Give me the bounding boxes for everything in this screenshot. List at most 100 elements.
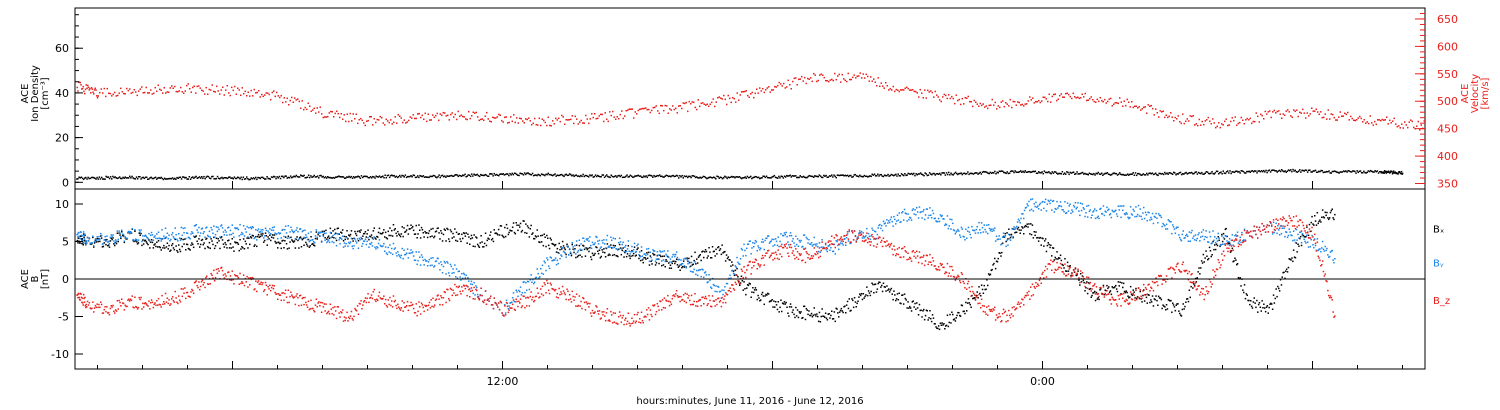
- b-point: [1171, 232, 1173, 235]
- b-point: [1303, 235, 1305, 238]
- b-point: [837, 312, 839, 314]
- velocity-point: [837, 75, 839, 77]
- b-point: [735, 266, 737, 268]
- density-point: [905, 174, 907, 177]
- b-point: [1022, 213, 1024, 215]
- b-point: [793, 242, 795, 244]
- b-point: [1297, 233, 1299, 236]
- density-point: [213, 178, 215, 180]
- density-point: [829, 175, 832, 177]
- b-point: [282, 228, 284, 231]
- density-point: [729, 176, 732, 178]
- velocity-point: [597, 117, 599, 120]
- velocity-point: [255, 92, 257, 94]
- b-point: [500, 225, 503, 227]
- velocity-point: [214, 91, 216, 93]
- b-point: [1139, 290, 1141, 293]
- velocity-point: [1011, 106, 1013, 109]
- b-point: [204, 247, 206, 250]
- velocity-point: [1050, 101, 1052, 103]
- velocity-point: [162, 92, 164, 94]
- velocity-point: [405, 122, 407, 124]
- density-point: [671, 175, 673, 177]
- b-point: [890, 287, 893, 290]
- density-point: [193, 177, 195, 179]
- density-point: [305, 176, 308, 179]
- b-point: [600, 246, 602, 248]
- b-point: [867, 232, 870, 235]
- b-point: [412, 251, 414, 253]
- b-point: [104, 239, 106, 241]
- b-point: [1037, 240, 1040, 242]
- density-point: [93, 176, 95, 179]
- density-point: [1267, 170, 1269, 172]
- density-point: [1399, 171, 1401, 174]
- density-point: [744, 176, 746, 178]
- b-point: [1195, 281, 1198, 283]
- density-point: [604, 175, 607, 177]
- density-point: [907, 172, 909, 175]
- density-point: [219, 178, 221, 180]
- b-point: [242, 225, 245, 227]
- velocity-point: [1270, 116, 1272, 119]
- b-point: [426, 265, 429, 267]
- b-point: [345, 242, 347, 245]
- velocity-point: [648, 108, 650, 111]
- b-point: [864, 295, 866, 298]
- velocity-point: [934, 90, 936, 93]
- b-point: [690, 261, 693, 264]
- b-point: [1235, 233, 1237, 236]
- velocity-point: [975, 101, 977, 103]
- b-point: [1009, 239, 1012, 241]
- b-point: [330, 232, 332, 234]
- velocity-point: [1147, 104, 1149, 106]
- density-point: [1017, 171, 1020, 173]
- b-point: [611, 247, 613, 249]
- density-point: [1165, 173, 1167, 175]
- velocity-point: [759, 87, 761, 89]
- b-point: [1068, 265, 1070, 268]
- density-point: [1321, 170, 1323, 172]
- velocity-point: [243, 93, 245, 95]
- b-point: [1065, 212, 1068, 214]
- b-point: [270, 236, 273, 238]
- b-point: [747, 284, 750, 287]
- b-point: [552, 259, 554, 262]
- b-point: [1138, 297, 1141, 300]
- velocity-point: [691, 101, 693, 103]
- b-point: [777, 301, 779, 303]
- b-point: [646, 257, 649, 259]
- b-point: [1292, 239, 1294, 242]
- velocity-point: [744, 90, 746, 93]
- b-point: [922, 210, 924, 213]
- b-point: [514, 232, 517, 235]
- velocity-point: [196, 85, 198, 88]
- b-point: [823, 315, 825, 318]
- b-point: [561, 240, 564, 243]
- b-point: [1021, 226, 1023, 228]
- b-point: [760, 299, 762, 301]
- b-point: [331, 236, 333, 238]
- b-point: [808, 238, 810, 241]
- b-point: [235, 227, 238, 229]
- b-point: [699, 254, 701, 256]
- density-point: [125, 177, 128, 179]
- b-point: [859, 294, 862, 297]
- density-point: [822, 176, 824, 179]
- b-point: [647, 247, 650, 250]
- b-point: [689, 270, 692, 273]
- density-point: [658, 174, 661, 176]
- velocity-point: [1204, 120, 1206, 122]
- b-point: [1017, 226, 1020, 229]
- density-point: [251, 178, 254, 180]
- b-point: [1178, 310, 1180, 312]
- b-point: [848, 298, 850, 300]
- b-point: [786, 306, 788, 308]
- b-point: [740, 275, 743, 277]
- b-point: [1124, 291, 1127, 294]
- b-point: [639, 255, 641, 257]
- density-point: [1314, 169, 1317, 172]
- velocity-point: [573, 122, 575, 125]
- b-point: [1059, 254, 1062, 256]
- density-point: [988, 172, 990, 175]
